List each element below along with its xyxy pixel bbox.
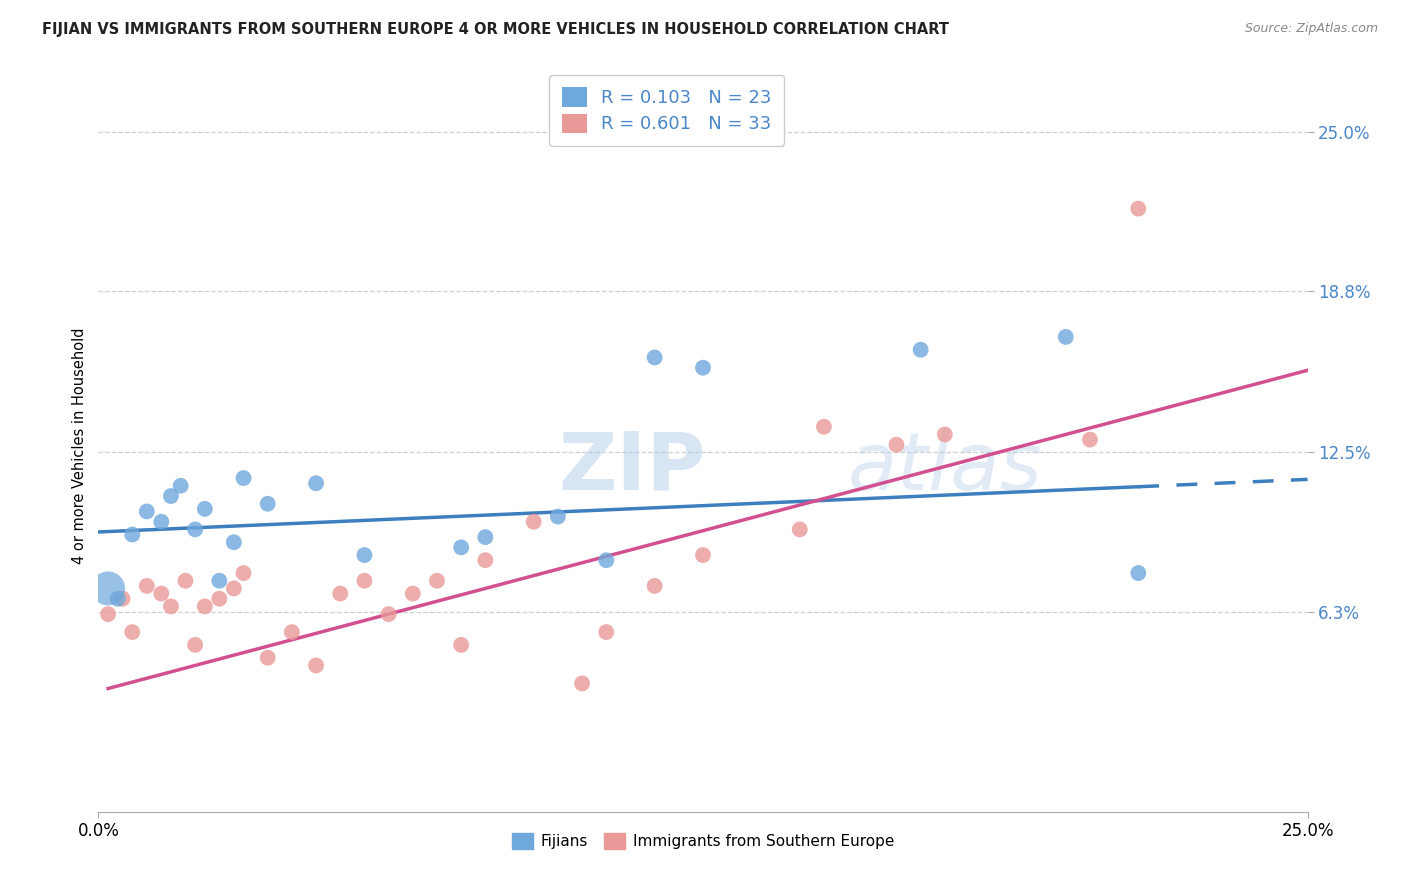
Point	[450, 638, 472, 652]
Point	[169, 479, 191, 493]
Point	[692, 548, 714, 562]
Point	[886, 438, 908, 452]
Point	[222, 582, 245, 596]
Point	[305, 658, 328, 673]
Point	[174, 574, 197, 588]
Point	[107, 591, 129, 606]
Point	[281, 625, 304, 640]
Point	[256, 497, 278, 511]
Point	[208, 574, 231, 588]
Point	[222, 535, 245, 549]
Point	[97, 607, 120, 621]
Point	[1078, 433, 1101, 447]
Point	[194, 501, 217, 516]
Point	[595, 625, 617, 640]
Point	[353, 548, 375, 562]
Point	[1128, 202, 1150, 216]
Point	[934, 427, 956, 442]
Point	[160, 599, 183, 614]
Point	[305, 476, 328, 491]
Point	[160, 489, 183, 503]
Point	[571, 676, 593, 690]
Point	[121, 625, 143, 640]
Point	[474, 530, 496, 544]
Text: Source: ZipAtlas.com: Source: ZipAtlas.com	[1244, 22, 1378, 36]
Point	[256, 650, 278, 665]
Point	[232, 471, 254, 485]
Point	[194, 599, 217, 614]
Point	[644, 351, 666, 365]
Point	[426, 574, 449, 588]
Point	[150, 586, 173, 600]
Point	[232, 566, 254, 580]
Legend: Fijians, Immigrants from Southern Europe: Fijians, Immigrants from Southern Europe	[506, 827, 900, 855]
Point	[329, 586, 352, 600]
Point	[1054, 330, 1077, 344]
Point	[111, 591, 134, 606]
Point	[450, 541, 472, 555]
Point	[402, 586, 425, 600]
Text: ZIP: ZIP	[558, 429, 706, 507]
Point	[353, 574, 375, 588]
Point	[135, 579, 157, 593]
Text: FIJIAN VS IMMIGRANTS FROM SOUTHERN EUROPE 4 OR MORE VEHICLES IN HOUSEHOLD CORREL: FIJIAN VS IMMIGRANTS FROM SOUTHERN EUROP…	[42, 22, 949, 37]
Point	[150, 515, 173, 529]
Point	[1128, 566, 1150, 580]
Y-axis label: 4 or more Vehicles in Household: 4 or more Vehicles in Household	[72, 327, 87, 565]
Point	[184, 523, 207, 537]
Point	[377, 607, 399, 621]
Point	[595, 553, 617, 567]
Point	[910, 343, 932, 357]
Point	[97, 582, 120, 596]
Point	[184, 638, 207, 652]
Point	[135, 504, 157, 518]
Point	[644, 579, 666, 593]
Point	[789, 523, 811, 537]
Point	[547, 509, 569, 524]
Point	[474, 553, 496, 567]
Point	[208, 591, 231, 606]
Text: atlas: atlas	[848, 429, 1043, 507]
Point	[813, 419, 835, 434]
Point	[121, 527, 143, 541]
Point	[692, 360, 714, 375]
Point	[523, 515, 546, 529]
